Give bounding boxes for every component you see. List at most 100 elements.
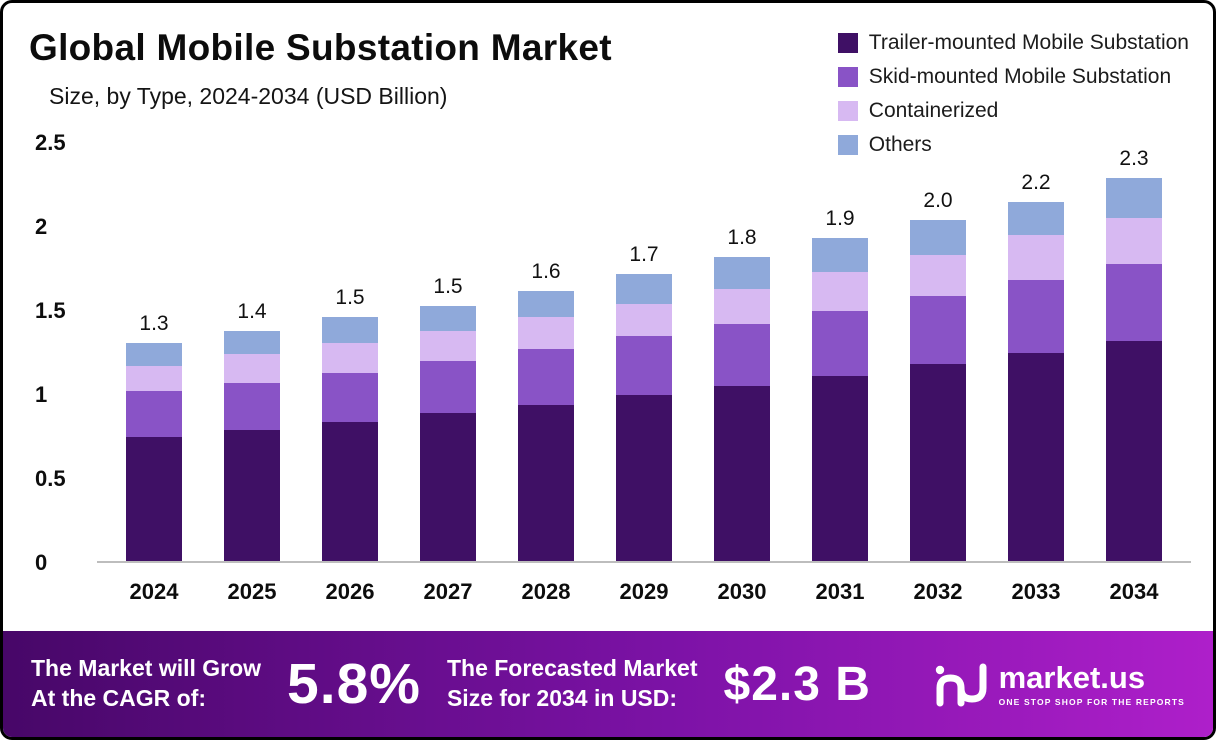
bar-total-label: 1.8 (727, 225, 757, 249)
bar-total-label: 2.2 (1021, 170, 1051, 194)
x-axis-label: 2028 (521, 579, 571, 604)
y-tick-label: 1.5 (35, 298, 66, 323)
bar-segment (1105, 340, 1163, 561)
bar-column-2024: 1.3 (105, 143, 203, 561)
legend-item-trailer: Trailer-mounted Mobile Substation (837, 31, 1189, 55)
bar-segment (321, 317, 379, 343)
bar-total-label: 1.4 (237, 299, 267, 323)
stacked-bar (713, 256, 771, 561)
legend-item-containerized: Containerized (837, 99, 1189, 123)
legend-label: Trailer-mounted Mobile Substation (868, 31, 1189, 54)
legend-swatch-containerized (837, 101, 858, 121)
bar-segment (1007, 352, 1065, 561)
bar-segment (517, 404, 575, 561)
bar-column-2027: 1.5 (399, 143, 497, 561)
x-axis-label: 2031 (815, 579, 865, 604)
stacked-bar (321, 317, 379, 561)
bar-segment (615, 273, 673, 304)
legend-swatch-others (837, 135, 858, 155)
x-axis-label: 2030 (717, 579, 767, 604)
bar-segment (419, 305, 477, 331)
bar-segment (811, 238, 869, 273)
bar-segment (419, 413, 477, 561)
bar-column-2026: 1.5 (301, 143, 399, 561)
bar-segment (811, 310, 869, 377)
bar-total-label: 2.0 (923, 189, 953, 212)
bar-column-2031: 1.9 (791, 143, 889, 561)
bar-segment (517, 349, 575, 405)
page-subtitle: Size, by Type, 2024-2034 (USD Billion) (49, 83, 448, 109)
bar-segment (517, 290, 575, 318)
stacked-bar (1105, 177, 1163, 561)
legend-swatch-trailer (837, 33, 858, 53)
bar-segment (1105, 263, 1163, 341)
bar-total-label: 1.7 (629, 242, 659, 266)
x-axis-label: 2027 (423, 579, 473, 604)
legend-item-others: Others (837, 133, 1189, 157)
y-tick-label: 2 (35, 214, 48, 239)
x-axis-label: 2034 (1109, 579, 1159, 604)
cagr-label: The Market will Grow At the CAGR of: (31, 655, 262, 711)
bar-segment (125, 391, 183, 437)
stacked-bar (1007, 201, 1065, 561)
bar-segment (615, 394, 673, 561)
stacked-bar (811, 238, 869, 561)
stacked-bar (517, 290, 575, 561)
x-axis-label: 2029 (619, 579, 669, 604)
bar-segment (909, 295, 967, 365)
bar-column-2030: 1.8 (693, 143, 791, 561)
bar-segment (811, 376, 869, 561)
y-tick-label: 0 (35, 550, 48, 575)
bar-segment (1007, 235, 1065, 281)
bar-segment (713, 256, 771, 289)
bar-segment (713, 288, 771, 325)
bar-total-label: 1.3 (139, 311, 169, 335)
y-tick-label: 0.5 (35, 466, 66, 491)
bar-segment (419, 361, 477, 414)
bar-segment (1007, 201, 1065, 236)
forecast-value: $2.3 B (723, 657, 871, 711)
bar-column-2034: 2.3 (1085, 143, 1183, 561)
legend-label: Containerized (868, 99, 999, 122)
bar-segment (1105, 218, 1163, 264)
bar-segment (321, 421, 379, 561)
page-title: Global Mobile Substation Market (29, 27, 612, 68)
y-tick-label: 2.5 (35, 130, 66, 155)
bar-segment (713, 324, 771, 387)
bar-segment (125, 342, 183, 367)
stacked-bar (125, 342, 183, 561)
bar-segment (811, 272, 869, 311)
legend: Trailer-mounted Mobile Substation Skid-m… (837, 31, 1189, 157)
bar-segment (419, 330, 477, 362)
footer-banner: The Market will Grow At the CAGR of: 5.8… (3, 631, 1213, 737)
bar-segment (223, 330, 281, 355)
bar-segment (713, 386, 771, 561)
bar-segment (615, 303, 673, 336)
bar-total-label: 1.9 (825, 207, 855, 231)
bar-segment (125, 366, 183, 392)
x-axis-label: 2024 (129, 579, 179, 604)
y-tick-label: 1 (35, 382, 48, 407)
bar-total-label: 1.6 (531, 259, 561, 283)
bar-segment (1007, 280, 1065, 353)
cagr-value: 5.8% (287, 652, 421, 716)
bar-column-2028: 1.6 (497, 143, 595, 561)
bar-segment (321, 342, 379, 373)
bar-segment (517, 317, 575, 350)
bar-segment (909, 255, 967, 296)
stacked-bar-chart: 0 0.5 1 1.5 2 2.5 1.3 1.4 1.5 1.5 1.6 1.7 1.8 1.9 2.0… (29, 130, 1191, 605)
x-axis-label: 2025 (227, 579, 277, 604)
bar-column-2029: 1.7 (595, 143, 693, 561)
bar-segment (223, 382, 281, 430)
stacked-bar (223, 330, 281, 561)
legend-label: Others (868, 133, 932, 156)
brand-name: market.us (998, 659, 1146, 695)
x-axis: 2024 2025 2026 2027 2028 2029 2030 2031 2032 2033… (29, 579, 1191, 605)
bar-segment (1105, 177, 1163, 219)
bar-segment (909, 364, 967, 561)
y-axis: 0 0.5 1 1.5 2 2.5 (29, 130, 97, 575)
brand-tagline: ONE STOP SHOP FOR THE REPORTS (998, 696, 1185, 707)
forecast-label: The Forecasted Market Size for 2034 in U… (446, 655, 698, 711)
stacked-bar (419, 305, 477, 561)
